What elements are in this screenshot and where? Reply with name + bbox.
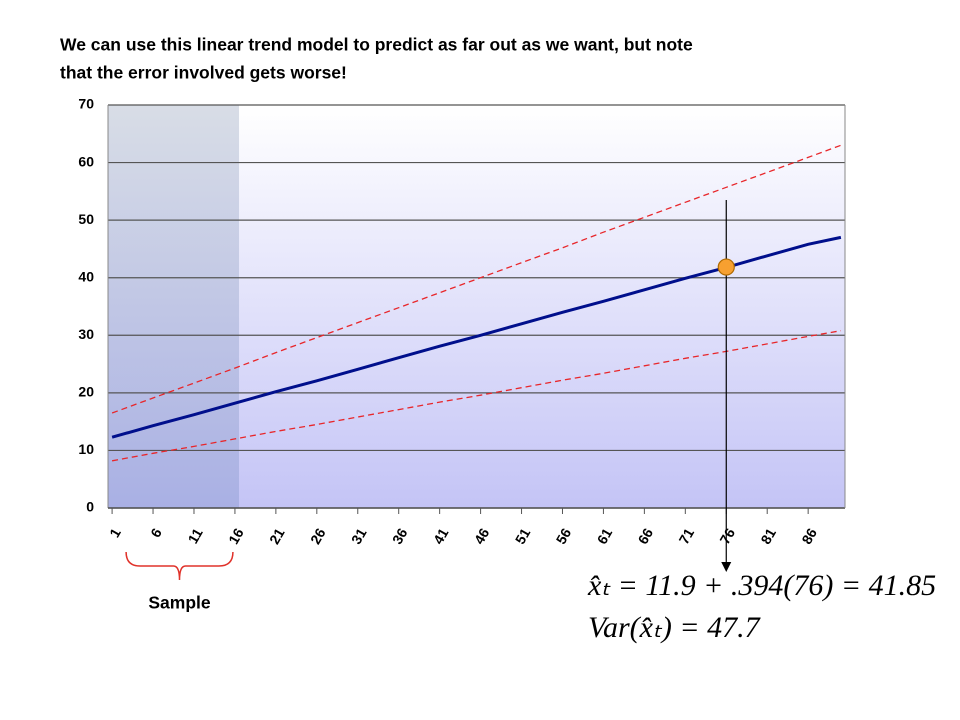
chart-title: that the error involved gets worse! — [60, 63, 347, 83]
sample-region — [108, 105, 240, 508]
highlight-point — [717, 258, 735, 276]
x-tick-label: 51 — [512, 525, 534, 547]
bound-line — [111, 144, 842, 414]
y-tick-label: 70 — [78, 96, 94, 112]
x-tick-label: 81 — [757, 525, 779, 547]
x-tick-label: 1 — [106, 525, 124, 540]
formula: Var(x̂ₜ) = 47.7 — [588, 611, 762, 644]
x-tick-label: 41 — [430, 525, 452, 547]
guide-arrow — [721, 562, 732, 572]
x-tick-label: 76 — [716, 525, 738, 547]
x-tick-label: 11 — [185, 525, 206, 546]
x-tick-label: 56 — [553, 525, 575, 547]
x-tick-label: 36 — [389, 525, 411, 547]
x-tick-label: 6 — [147, 525, 165, 540]
y-tick-label: 10 — [78, 441, 94, 457]
x-tick-label: 86 — [798, 525, 820, 547]
chart-title: We can use this linear trend model to pr… — [60, 35, 693, 55]
x-tick-label: 71 — [675, 525, 697, 547]
x-tick-label: 31 — [348, 525, 370, 547]
y-tick-label: 0 — [86, 499, 94, 515]
x-tick-label: 16 — [225, 525, 247, 547]
y-tick-label: 20 — [78, 384, 94, 400]
formula: x̂ₜ = 11.9 + .394(76) = 41.85 — [587, 569, 936, 602]
y-tick-label: 40 — [78, 268, 94, 284]
x-tick-label: 61 — [594, 525, 616, 547]
y-tick-label: 30 — [78, 326, 94, 342]
y-tick-label: 60 — [78, 153, 94, 169]
x-tick-label: 46 — [471, 525, 493, 547]
x-tick-label: 66 — [635, 525, 657, 547]
sample-label: Sample — [148, 593, 211, 613]
y-tick-label: 50 — [78, 211, 94, 227]
x-tick-label: 26 — [307, 525, 329, 547]
sample-bracket — [125, 551, 234, 581]
x-tick-label: 21 — [266, 525, 288, 547]
